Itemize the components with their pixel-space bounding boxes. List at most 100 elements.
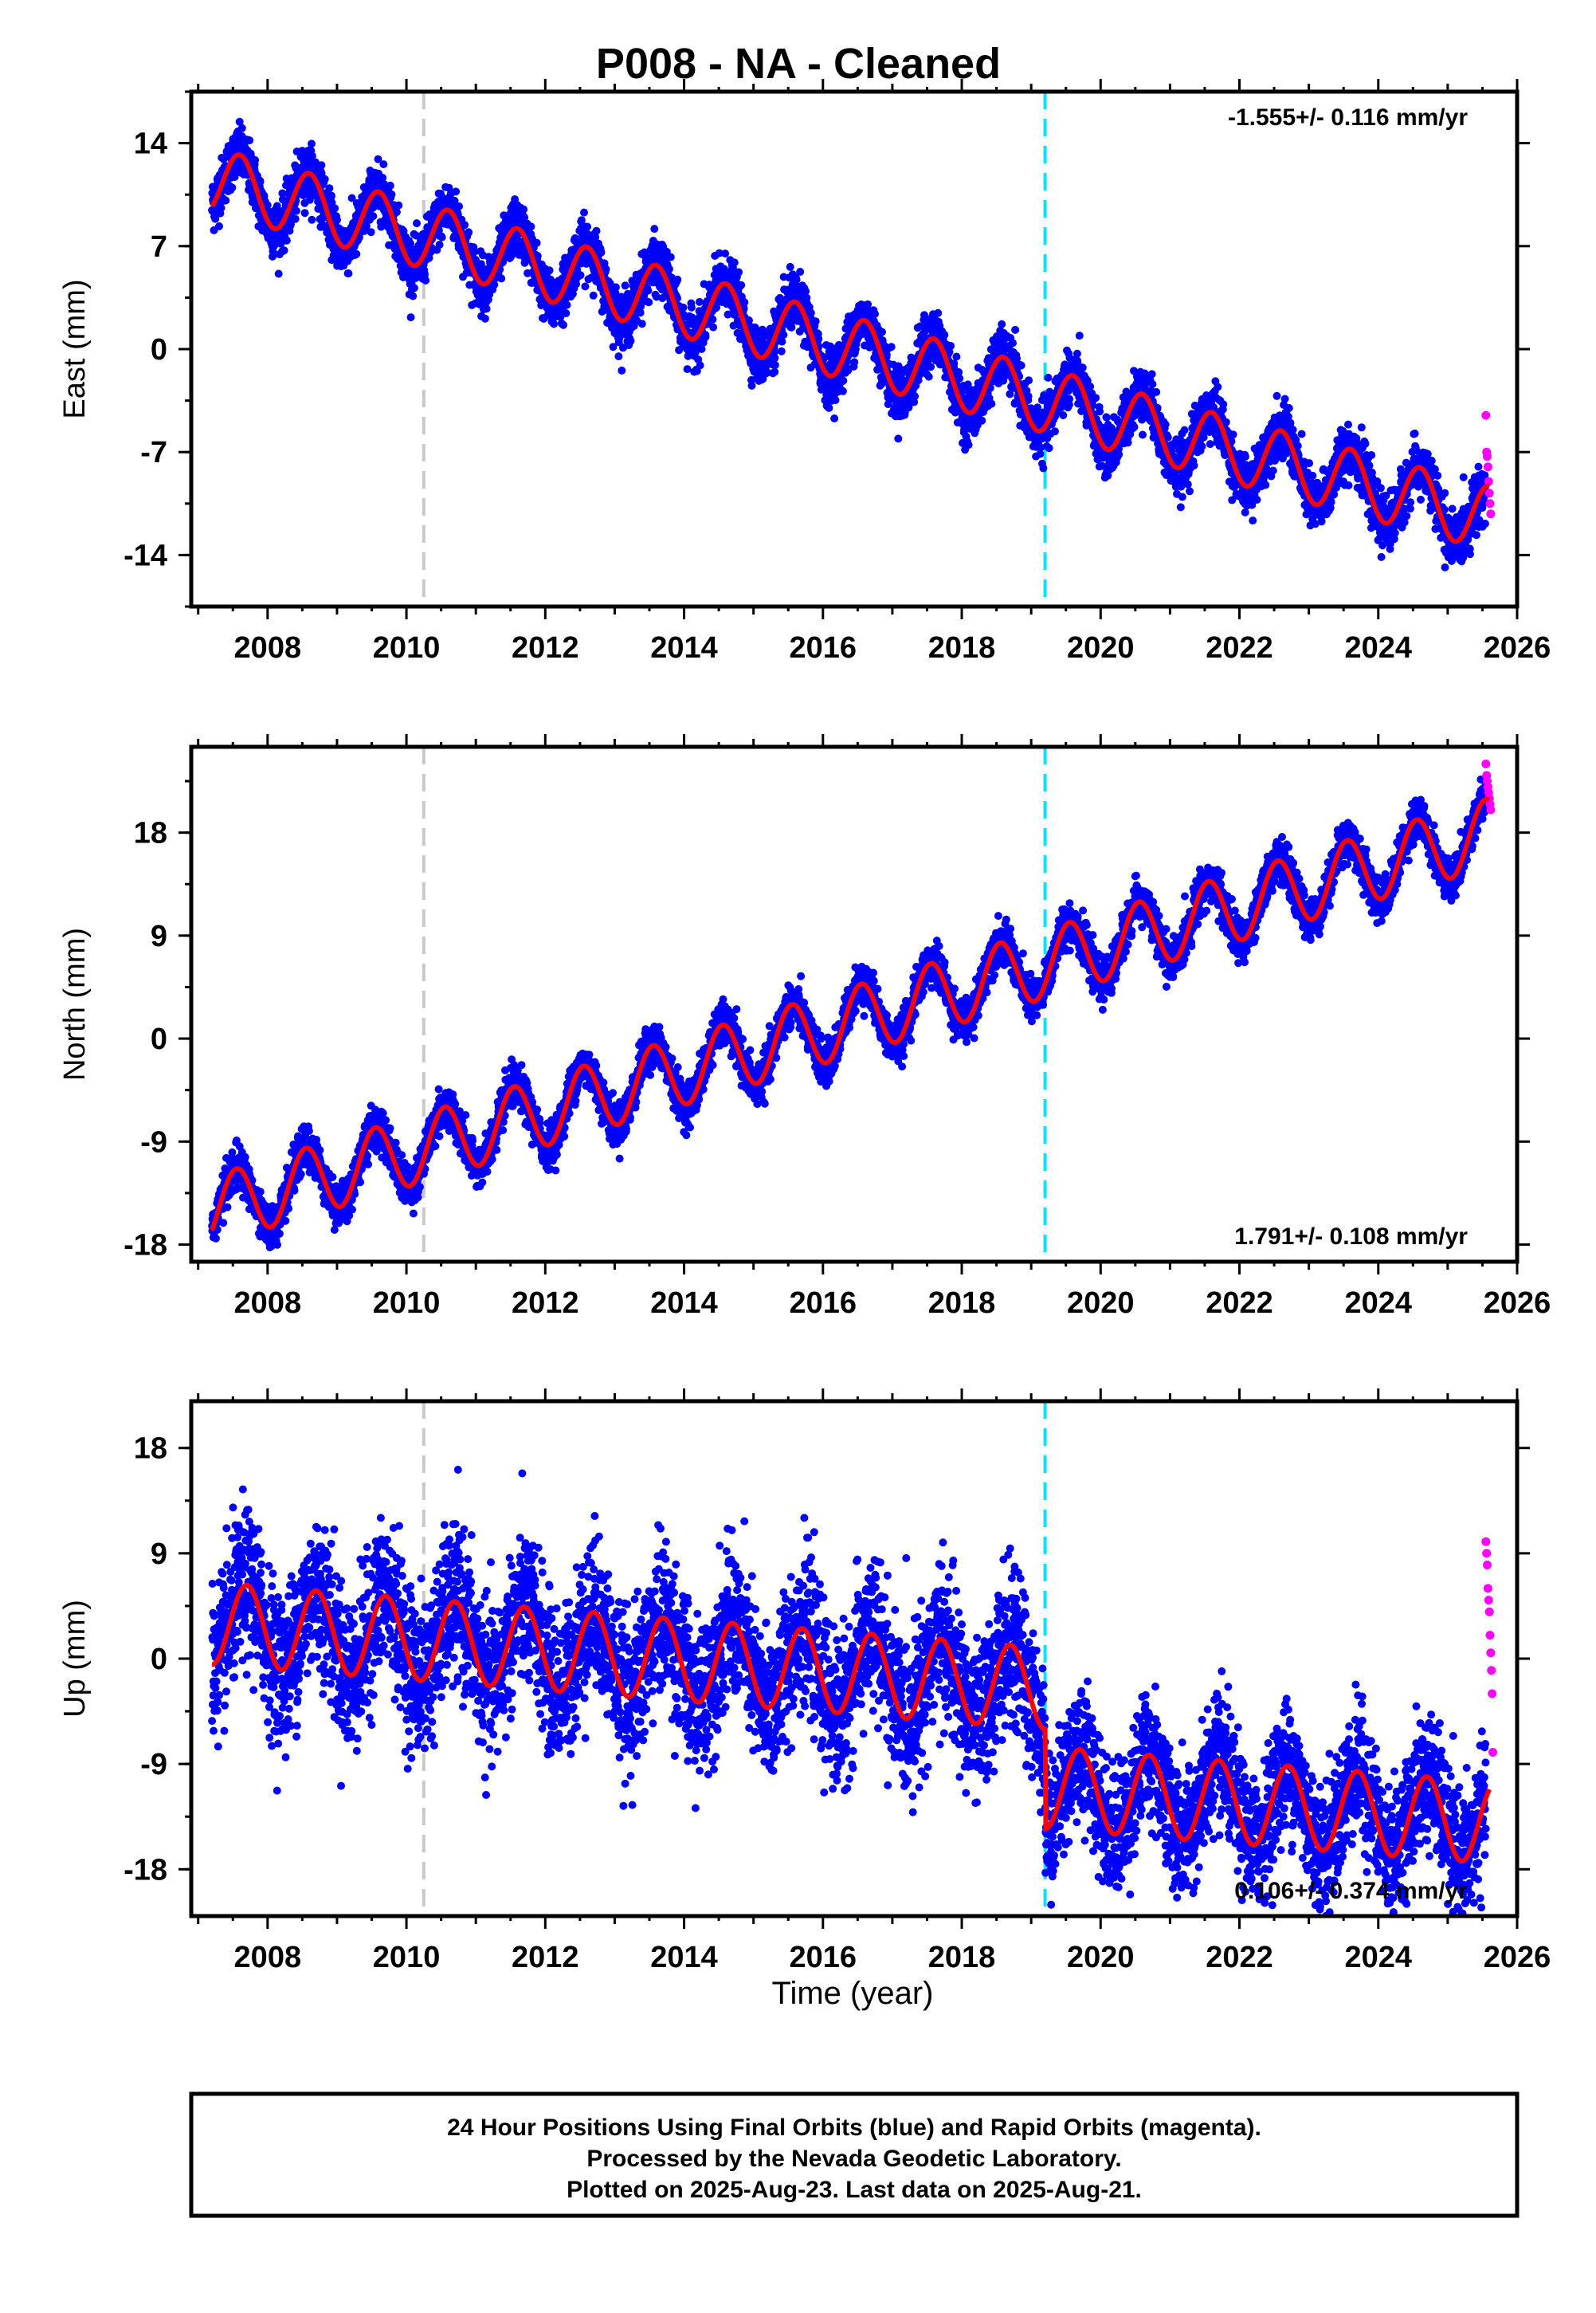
final-orbit-point — [228, 183, 237, 192]
final-orbit-point — [644, 286, 653, 295]
final-orbit-point — [394, 201, 403, 210]
final-orbit-point — [235, 117, 244, 126]
final-orbit-point — [825, 403, 833, 412]
final-orbit-point — [696, 361, 704, 370]
final-orbit-point — [369, 212, 378, 221]
final-orbit-point — [683, 365, 692, 374]
final-orbit-point — [947, 342, 955, 350]
final-orbit-point — [482, 304, 491, 313]
final-orbit-point — [300, 209, 309, 218]
final-orbit-point — [709, 323, 718, 332]
final-orbit-point — [583, 222, 592, 231]
final-orbit-point — [520, 205, 528, 214]
final-orbit-point — [987, 399, 996, 408]
final-orbit-point — [331, 204, 339, 213]
final-orbit-point — [282, 236, 291, 245]
final-orbit-point — [1017, 361, 1025, 370]
final-orbit-point — [1039, 464, 1048, 473]
final-orbit-point — [1078, 363, 1087, 372]
final-orbit-point — [461, 221, 469, 230]
final-orbit-point — [386, 181, 394, 190]
final-orbit-point — [1075, 332, 1084, 340]
final-orbit-point — [650, 225, 659, 234]
final-orbit-point — [317, 169, 326, 178]
final-orbit-point — [287, 220, 295, 229]
final-orbit-point — [850, 358, 859, 367]
final-orbit-point — [563, 300, 571, 309]
final-orbit-point — [378, 174, 387, 182]
final-orbit-point — [924, 372, 933, 381]
final-orbit-point — [611, 283, 620, 292]
final-orbit-point — [362, 222, 371, 230]
final-orbit-point — [274, 269, 283, 278]
final-orbit-point — [1065, 395, 1074, 403]
final-orbit-point — [831, 396, 840, 404]
final-orbit-point — [1045, 444, 1053, 453]
final-orbit-point — [412, 231, 421, 240]
final-orbit-point — [1147, 370, 1156, 379]
final-orbit-point — [592, 226, 601, 235]
final-orbit-point — [237, 124, 246, 132]
final-orbit-point — [422, 276, 430, 285]
final-orbit-point — [256, 178, 265, 186]
final-orbit-point — [626, 336, 635, 345]
final-orbit-point — [1115, 450, 1123, 459]
final-orbit-point — [911, 392, 920, 401]
final-orbit-point — [1009, 339, 1017, 348]
final-orbit-point — [978, 416, 986, 425]
final-orbit-point — [894, 434, 903, 443]
final-orbit-point — [559, 320, 567, 329]
final-orbit-point — [413, 219, 421, 228]
final-orbit-point — [308, 151, 316, 160]
final-orbit-point — [864, 300, 873, 308]
final-orbit-point — [278, 189, 287, 198]
final-orbit-point — [576, 271, 585, 280]
final-orbit-point — [735, 268, 743, 277]
final-orbit-point — [222, 196, 230, 205]
final-orbit-point — [778, 337, 786, 346]
final-orbit-point — [771, 361, 779, 369]
final-orbit-point — [771, 354, 779, 363]
final-orbit-point — [215, 222, 223, 230]
final-orbit-point — [747, 381, 756, 390]
final-orbit-point — [562, 309, 571, 317]
final-orbit-point — [645, 298, 653, 307]
final-orbit-point — [1130, 422, 1139, 431]
final-orbit-point — [217, 203, 225, 212]
east-panel: 2008 2010 2012 2014 2016 2018 2020 2022 2024 2026… — [58, 79, 1551, 665]
final-orbit-point — [280, 246, 288, 255]
final-orbit-point — [387, 190, 396, 198]
final-orbit-point — [964, 441, 973, 450]
final-orbit-point — [251, 155, 260, 164]
final-orbit-point — [1086, 382, 1095, 391]
final-orbit-point — [480, 314, 489, 323]
final-orbit-point — [465, 228, 473, 237]
final-orbit-point — [637, 320, 646, 328]
final-orbit-point — [695, 297, 704, 306]
final-orbit-point — [811, 317, 820, 326]
final-orbit-point — [367, 228, 375, 237]
final-orbit-point — [437, 233, 446, 242]
final-orbit-point — [421, 269, 429, 278]
final-orbit-point — [312, 158, 320, 167]
final-orbit-point — [618, 366, 626, 375]
final-orbit-point — [602, 265, 610, 273]
final-orbit-point — [308, 139, 316, 148]
final-orbit-point — [1092, 394, 1100, 403]
final-orbit-point — [317, 161, 326, 170]
final-orbit-point — [580, 208, 588, 217]
final-orbit-point — [721, 249, 730, 258]
final-orbit-point — [263, 201, 272, 210]
final-orbit-point — [1072, 349, 1081, 358]
final-orbit-point — [955, 374, 964, 383]
final-orbit-point — [1025, 376, 1033, 385]
final-orbit-point — [1102, 413, 1111, 422]
final-orbit-point — [392, 208, 401, 216]
chart-title: P008 - NA - Cleaned — [596, 40, 1001, 88]
final-orbit-point — [730, 258, 739, 267]
final-orbit-point — [771, 367, 779, 376]
final-orbit-point — [333, 215, 341, 224]
final-orbit-point — [927, 363, 935, 371]
final-orbit-point — [410, 284, 418, 293]
